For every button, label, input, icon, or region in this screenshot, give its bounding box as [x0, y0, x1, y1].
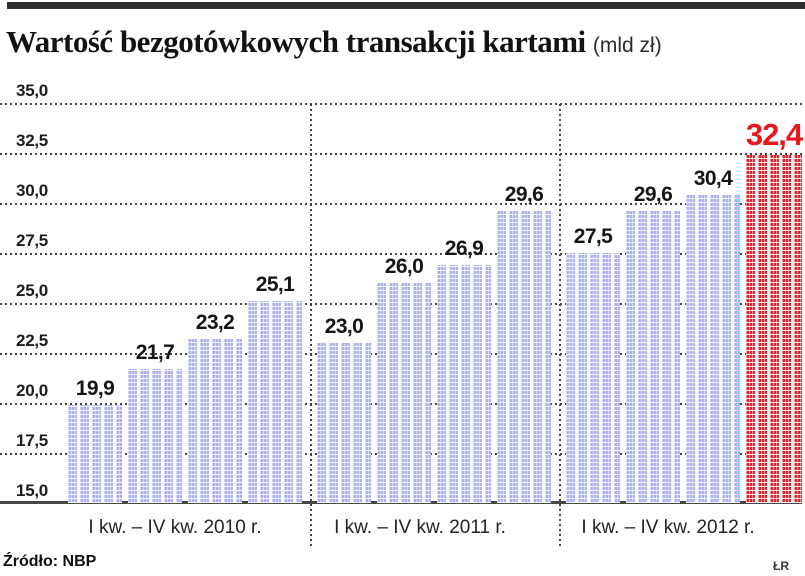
gridline — [0, 203, 802, 205]
gridline — [0, 103, 802, 105]
bar — [566, 253, 620, 503]
bar-value-label: 23,0 — [324, 315, 364, 338]
bar-value-label: 26,0 — [384, 255, 424, 278]
bar-value-label: 27,5 — [573, 225, 613, 248]
gridline — [0, 253, 802, 255]
bar — [497, 211, 551, 503]
bar — [317, 343, 371, 503]
credit-label: ŁR — [773, 559, 789, 573]
x-group-label: I kw. – IV kw. 2011 r. — [334, 517, 506, 538]
gridline — [0, 153, 802, 155]
bar — [68, 405, 122, 503]
chart-title: Wartość bezgotówkowych transakcji kartam… — [6, 24, 662, 60]
bar-value-label: 21,7 — [135, 341, 175, 364]
top-rule — [7, 2, 805, 9]
bar-highlighted — [746, 155, 802, 503]
y-tick-label: 35,0 — [16, 81, 48, 100]
y-tick-label: 17,5 — [16, 431, 48, 450]
bar — [128, 369, 182, 503]
y-tick-label: 22,5 — [16, 331, 48, 350]
bar — [188, 339, 242, 503]
bar — [626, 211, 680, 503]
y-tick-label: 32,5 — [16, 131, 48, 150]
bar — [248, 301, 302, 503]
y-tick-label: 25,0 — [16, 281, 48, 300]
group-separator — [310, 103, 312, 546]
bar-value-label: 29,6 — [633, 183, 673, 206]
y-tick-label: 20,0 — [16, 381, 48, 400]
y-tick-label: 30,0 — [16, 181, 48, 200]
bar-value-label: 32,4 — [745, 117, 803, 152]
y-tick-label: 27,5 — [16, 231, 48, 250]
chart-title-unit: (mld zł) — [592, 34, 662, 57]
bar-value-label: 29,6 — [504, 183, 544, 206]
bar — [686, 195, 740, 503]
bar — [437, 265, 491, 503]
x-group-label: I kw. – IV kw. 2012 r. — [581, 517, 755, 538]
group-separator — [559, 103, 561, 546]
bar-value-label: 26,9 — [444, 237, 484, 260]
y-tick-label: 15,0 — [16, 481, 48, 500]
x-group-label: I kw. – IV kw. 2010 r. — [88, 517, 262, 538]
bar-value-label: 25,1 — [255, 273, 295, 296]
source-label: Źródło: NBP — [3, 553, 97, 570]
bar-value-label: 23,2 — [195, 311, 235, 334]
chart-title-text: Wartość bezgotówkowych transakcji kartam… — [6, 24, 586, 59]
bar — [377, 283, 431, 503]
bar-value-label: 19,9 — [75, 377, 115, 400]
bar-value-label: 30,4 — [693, 167, 733, 190]
